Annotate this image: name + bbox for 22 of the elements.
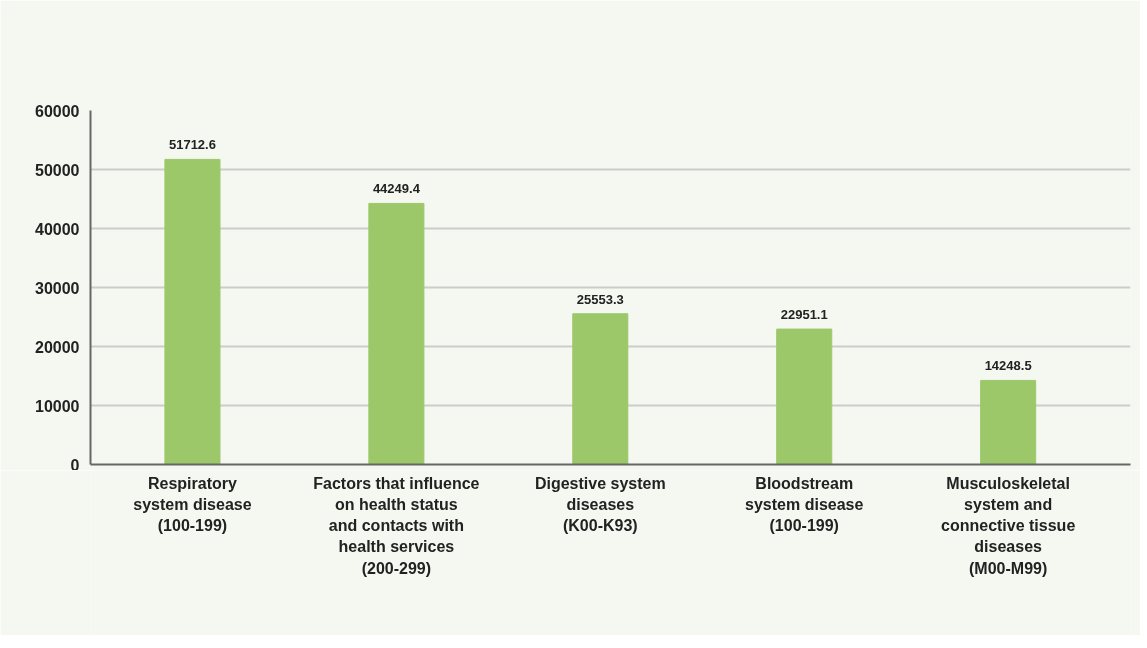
bar [164,158,221,465]
bar [776,328,833,465]
y-tick-label: 30000 [35,279,80,297]
y-tick-label: 40000 [35,220,80,238]
data-label: 44249.4 [372,181,421,197]
data-label: 51712.6 [168,137,216,153]
y-tick-label: 0 [70,456,80,474]
bar [368,202,425,465]
bar [572,313,629,465]
x-tick-label: Bloodstream system disease (100-199) [745,474,864,534]
x-tick-label: Factors that influence on health status and contacts with health services (200-299) [313,474,480,577]
bar [980,379,1037,465]
data-label: 25553.3 [576,291,624,307]
x-tick-label: Digestive system diseases (K00-K93) [534,474,666,534]
data-label: 22951.1 [780,307,828,323]
y-tick-label: 50000 [35,161,80,179]
y-tick-label: 20000 [35,338,80,356]
y-tick-label: 60000 [35,102,80,120]
y-tick-label: 10000 [35,397,80,415]
x-tick-label: Respiratory system disease (100-199) [133,474,252,534]
x-tick-label: Musculoskeletal system and connective tissue diseases (M00-M99) [941,474,1076,577]
data-label: 14248.5 [984,358,1032,374]
